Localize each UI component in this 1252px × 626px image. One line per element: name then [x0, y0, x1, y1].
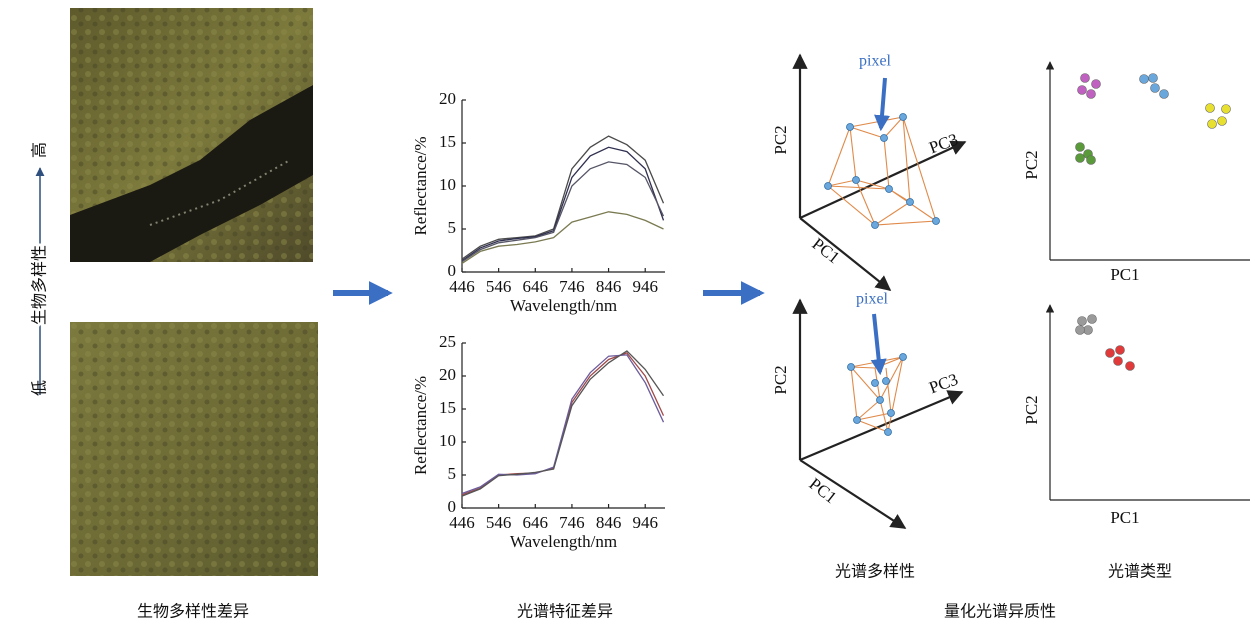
pixel-label: pixel — [859, 53, 892, 70]
y-tick-label: 20 — [439, 365, 456, 384]
x-tick-label: 946 — [632, 513, 658, 532]
spectrum-line — [461, 135, 665, 260]
pc2-label: PC2 — [1022, 150, 1041, 179]
spectrum-line — [461, 354, 665, 495]
y-tick-label: 15 — [439, 132, 456, 151]
spectrum-line — [461, 146, 665, 262]
type-scatter: PC2 PC1 — [1022, 61, 1250, 284]
x-tick-label: 546 — [486, 277, 512, 296]
pc2-label: PC2 — [771, 365, 790, 394]
y-tick-label: 10 — [439, 175, 456, 194]
pc1-label: PC1 — [1110, 508, 1139, 527]
caption: 量化光谱异质性 — [944, 602, 1056, 621]
y-tick-label: 0 — [448, 261, 457, 280]
y-tick-label: 25 — [439, 332, 456, 351]
pc1-label: PC1 — [806, 474, 841, 507]
y-tick-label: 20 — [439, 89, 456, 108]
spectrum-line — [461, 352, 665, 496]
x-tick-label: 646 — [523, 277, 549, 296]
y-tick-label: 5 — [448, 218, 457, 237]
x-tick-label: 846 — [596, 513, 622, 532]
caption: 光谱特征差异 — [517, 602, 613, 621]
x-tick-label: 746 — [559, 513, 585, 532]
x-tick-label: 846 — [596, 277, 622, 296]
pca-diagram: pixel PC2 PC3 PC1 — [771, 53, 967, 291]
caption: 光谱类型 — [1108, 562, 1172, 581]
y-tick-label: 10 — [439, 431, 456, 450]
x-tick-label: 746 — [559, 277, 585, 296]
spectrum-line — [461, 211, 664, 264]
caption: 光谱多样性 — [835, 562, 915, 581]
type-scatter: PC2 PC1 — [1022, 304, 1250, 527]
x-tick-label: 446 — [449, 277, 475, 296]
pc2-label: PC2 — [1022, 395, 1041, 424]
caption: 生物多样性差异 — [137, 602, 249, 621]
x-axis-label: Wavelength/nm — [510, 532, 617, 551]
x-tick-label: 446 — [449, 513, 475, 532]
x-tick-label: 546 — [486, 513, 512, 532]
pc3-label: PC3 — [926, 370, 960, 398]
x-axis-label: Wavelength/nm — [510, 296, 617, 315]
x-tick-label: 946 — [632, 277, 658, 296]
spectra-charts: 0 5 10 15 20 446 546 646 746 846 946 Wavelength/nm R… — [411, 89, 665, 551]
spectrum-line — [461, 161, 665, 263]
biodiversity-axis: 高 生物多样性 低 — [27, 142, 52, 396]
spectrum-line — [461, 350, 665, 497]
low-label: 低 — [30, 380, 49, 396]
photo-high — [70, 8, 313, 262]
x-tick-label: 646 — [523, 513, 549, 532]
pixel-label: pixel — [856, 291, 889, 308]
y-tick-label: 0 — [448, 497, 457, 516]
axis-label: 生物多样性 — [30, 245, 49, 325]
y-tick-label: 5 — [448, 464, 457, 483]
photo-low — [70, 322, 318, 576]
pca-diagram: pixel PC2 PC3 PC1 — [771, 291, 964, 529]
y-axis-label: Reflectance/% — [411, 376, 430, 475]
pc2-label: PC2 — [771, 125, 790, 154]
pc1-label: PC1 — [1110, 265, 1139, 284]
pc3-label: PC3 — [926, 130, 960, 158]
pc1-label: PC1 — [809, 234, 844, 267]
y-axis-label: Reflectance/% — [411, 136, 430, 235]
high-label: 高 — [30, 142, 49, 158]
y-tick-label: 15 — [439, 398, 456, 417]
